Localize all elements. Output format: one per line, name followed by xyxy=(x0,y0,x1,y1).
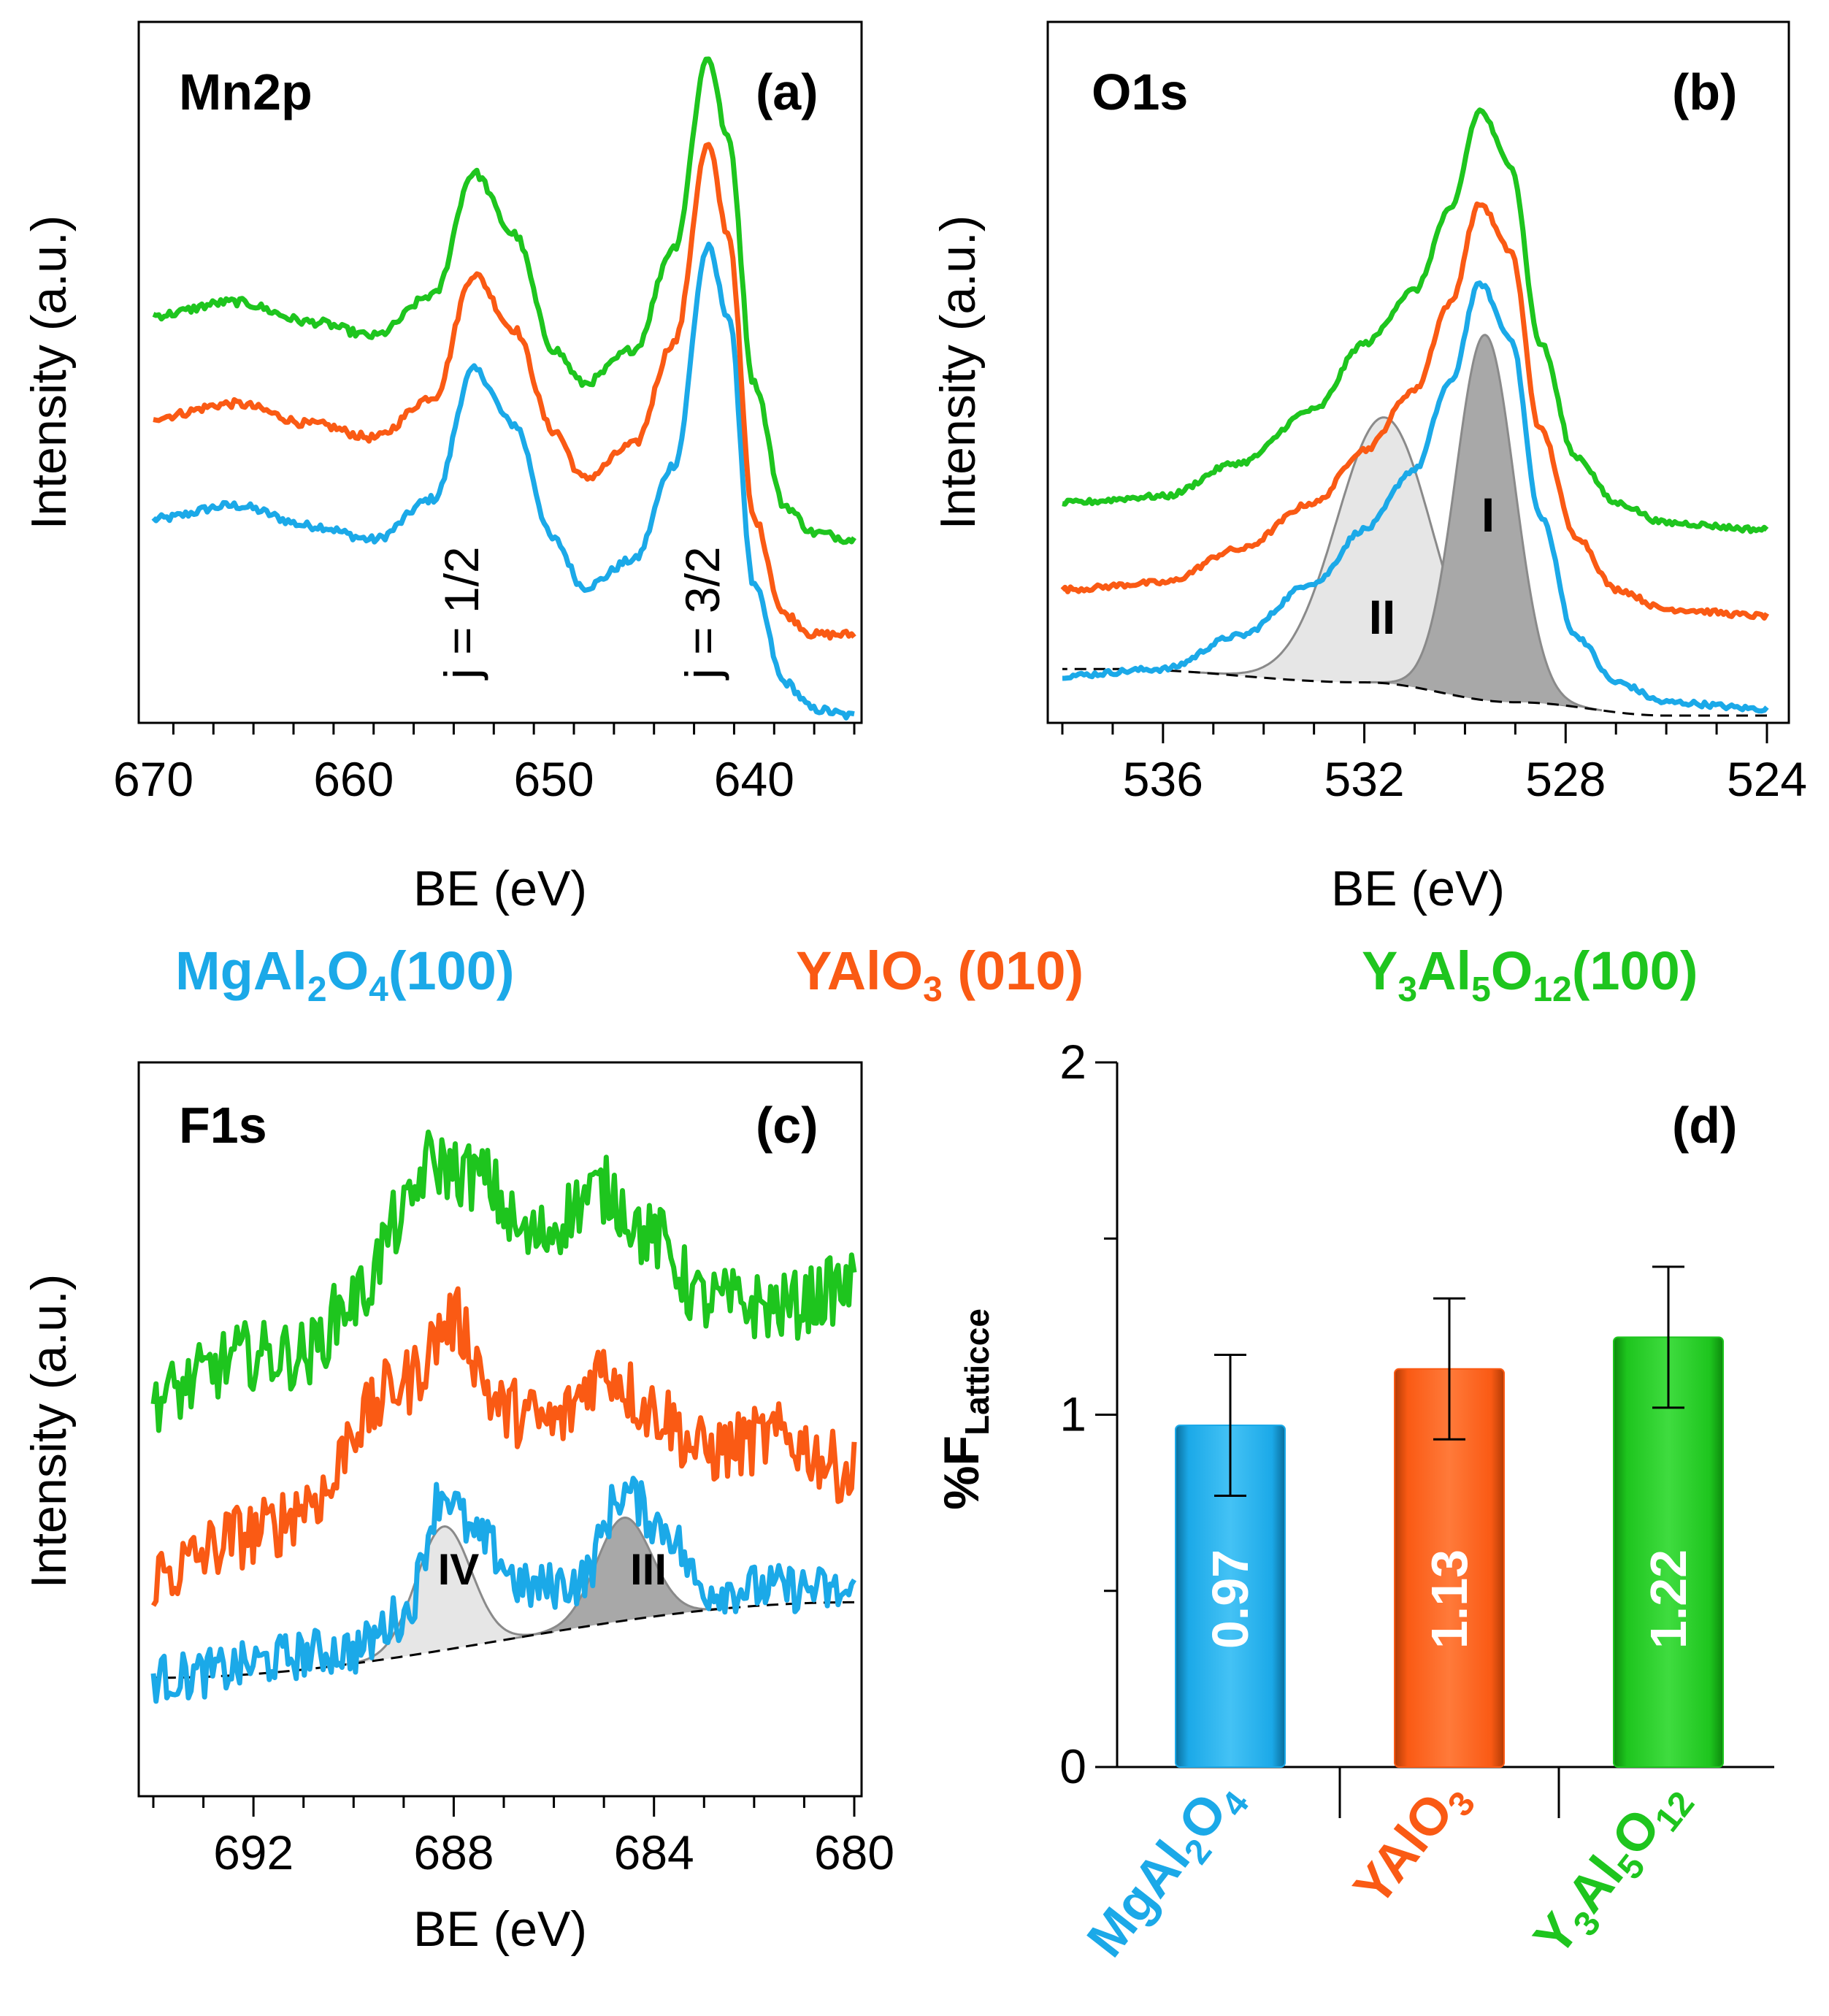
peak-label-IV: IV xyxy=(438,1545,480,1594)
peak-fit-fill-IV xyxy=(334,1526,554,1666)
series-line-mgal2o4 xyxy=(150,1476,856,1704)
panel-b-x-ticks: 536 532 528 524 xyxy=(1061,723,1807,806)
panel-b: 536 532 528 524 O1s (b) Intensity (a.u.) BE… xyxy=(930,20,1807,916)
x-tick-label: 528 xyxy=(1525,752,1606,806)
series-line-mgal2o4 xyxy=(151,241,855,721)
peak-fit-fill-III xyxy=(515,1517,735,1639)
category-label-yag: Y3Al5O12 xyxy=(1522,1768,1702,1971)
series-line-yalo3 xyxy=(1060,201,1770,621)
x-tick-label: 536 xyxy=(1123,752,1203,806)
panel-a-curves xyxy=(151,56,856,721)
panel-d: 0 1 2 0.97 1.13 1.22 (d) %FLatticce MgAl2O4 … xyxy=(934,1035,1774,1972)
panel-c-element-label: F1s xyxy=(179,1097,267,1154)
y-tick-label: 0 xyxy=(1059,1739,1086,1793)
series-line-yag xyxy=(1062,107,1769,534)
panel-b-label: (b) xyxy=(1672,64,1737,120)
panel-d-category-labels: MgAl2O4 YAlO3 Y3Al5O12 xyxy=(1076,1767,1702,1972)
y-tick-label: 1 xyxy=(1059,1387,1086,1441)
panel-c: 692 688 684 680 F1s (c) Intensity (a.u.) BE… xyxy=(21,1061,894,1957)
panel-a-label: (a) xyxy=(756,64,818,120)
panel-b-peak-fits xyxy=(1062,334,1767,717)
legend-yag: Y3Al5O12(100) xyxy=(1362,940,1698,1009)
panel-b-y-axis-label: Intensity (a.u.) xyxy=(930,215,986,530)
panel-a-element-label: Mn2p xyxy=(179,64,312,120)
series-line-yag xyxy=(150,1130,857,1433)
peak-fit-fill-II xyxy=(1195,417,1576,708)
panel-d-y-ticks: 0 1 2 xyxy=(1059,1035,1560,1818)
x-tick-label: 640 xyxy=(714,752,794,806)
bar-value-label-yalo3: 1.13 xyxy=(1421,1549,1478,1649)
x-tick-label: 684 xyxy=(614,1825,694,1879)
panel-b-element-label: O1s xyxy=(1092,64,1188,120)
panel-a-frame xyxy=(137,20,863,724)
panel-c-y-axis-label: Intensity (a.u.) xyxy=(21,1274,77,1589)
legend-mgal2o4: MgAl2O4(100) xyxy=(175,940,515,1009)
panel-d-bars: 0.97 1.13 1.22 xyxy=(1175,1265,1724,1768)
legend: MgAl2O4(100) YAlO3 (010) Y3Al5O12(100) xyxy=(175,940,1698,1009)
x-tick-label: 650 xyxy=(514,752,594,806)
annotation-j-half: j = 1/2 xyxy=(434,546,488,681)
panel-c-x-axis-label: BE (eV) xyxy=(413,1901,587,1957)
panel-d-label: (d) xyxy=(1672,1097,1737,1154)
bar-value-label-mgal2o4: 0.97 xyxy=(1202,1549,1259,1649)
panel-d-y-axis-label: %FLatticce xyxy=(934,1308,996,1510)
panel-a: 670 660 650 640 Mn2p (a) Intensity (a.u.) B… xyxy=(21,20,863,916)
peak-fit-line-I xyxy=(1368,334,1603,712)
x-tick-label: 692 xyxy=(213,1825,294,1879)
baseline xyxy=(1062,667,1767,717)
x-tick-label: 680 xyxy=(814,1825,894,1879)
series-line-yalo3 xyxy=(150,1286,857,1607)
x-tick-label: 660 xyxy=(313,752,394,806)
bar-value-label-yag: 1.22 xyxy=(1640,1549,1697,1649)
peak-fit-line-III xyxy=(514,1516,735,1639)
panel-c-label: (c) xyxy=(756,1097,818,1154)
category-label-yalo3: YAlO3 xyxy=(1343,1768,1483,1922)
panel-b-frame xyxy=(1046,20,1790,724)
panel-b-curves xyxy=(1060,107,1770,714)
peak-label-II: II xyxy=(1369,590,1396,644)
baseline xyxy=(153,1601,854,1679)
legend-yalo3: YAlO3 (010) xyxy=(796,940,1084,1009)
panel-a-y-axis-label: Intensity (a.u.) xyxy=(21,215,77,530)
panel-a-x-ticks: 670 660 650 640 xyxy=(113,723,856,806)
series-line-yalo3 xyxy=(153,142,856,641)
panel-c-curves xyxy=(150,1130,857,1704)
x-tick-label: 524 xyxy=(1727,752,1807,806)
panel-c-frame xyxy=(137,1061,863,1798)
peak-label-I: I xyxy=(1481,488,1495,542)
x-tick-label: 532 xyxy=(1324,752,1405,806)
panel-a-x-axis-label: BE (eV) xyxy=(413,861,587,916)
y-tick-label: 2 xyxy=(1059,1035,1086,1089)
annotation-j-three-half: j = 3/2 xyxy=(675,546,729,681)
series-line-mgal2o4 xyxy=(1062,280,1769,714)
peak-fit-fill-I xyxy=(1368,334,1602,710)
x-tick-label: 670 xyxy=(113,752,193,806)
x-tick-label: 688 xyxy=(413,1825,494,1879)
panel-c-x-ticks: 692 688 684 680 xyxy=(152,1796,894,1879)
category-label-mgal2o4: MgAl2O4 xyxy=(1076,1767,1257,1972)
peak-label-III: III xyxy=(630,1545,667,1594)
series-line-yag xyxy=(152,56,856,545)
panel-b-x-axis-label: BE (eV) xyxy=(1331,861,1505,916)
